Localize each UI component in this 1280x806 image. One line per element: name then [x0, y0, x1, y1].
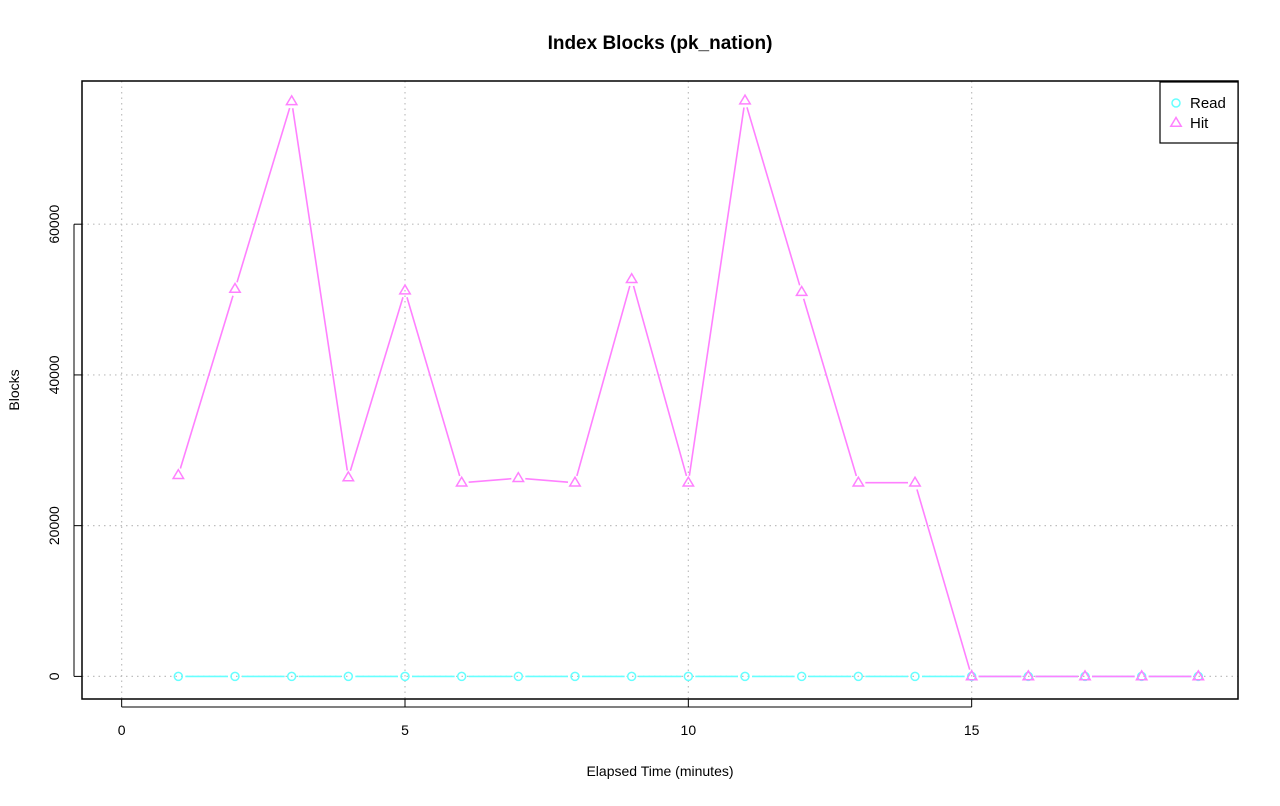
- series-read-point: [626, 671, 637, 682]
- x-tick-label: 15: [964, 722, 980, 738]
- y-axis: 0 20000 40000 60000: [46, 205, 82, 680]
- series-read-point: [286, 671, 297, 682]
- series-hit-segment: [525, 477, 569, 483]
- series-hit-point: [1135, 669, 1149, 681]
- series-read-point: [740, 671, 750, 682]
- x-tick-label: 0: [118, 722, 126, 738]
- series-hit-point: [341, 470, 355, 482]
- series-hit-point: [681, 475, 695, 487]
- y-tick-label: 20000: [46, 506, 62, 545]
- series-read-point: [683, 671, 694, 682]
- y-tick-label: 60000: [46, 205, 62, 244]
- series-layer: [171, 93, 1205, 682]
- series-hit-point: [171, 468, 185, 480]
- series-hit-segment: [406, 297, 461, 477]
- x-axis: 0 5 10 15: [118, 699, 980, 738]
- series-read-point: [570, 671, 580, 682]
- legend: Read Hit: [1159, 81, 1239, 144]
- series-read-point: [230, 671, 240, 682]
- series-hit-segment: [468, 477, 512, 483]
- series-hit-point: [398, 283, 412, 295]
- y-axis-label: Blocks: [6, 369, 22, 410]
- series-hit-segment: [349, 296, 404, 471]
- legend-entry-read: Read: [1190, 95, 1226, 112]
- legend-entry-hit: Hit: [1190, 115, 1209, 132]
- series-hit-segment: [746, 107, 801, 286]
- series-read-point: [796, 671, 807, 682]
- series-hit-point: [455, 475, 469, 487]
- y-tick-label: 0: [46, 672, 62, 680]
- plot-frame: [81, 80, 1239, 700]
- x-axis-label: Elapsed Time (minutes): [586, 763, 733, 779]
- series-hit-segment: [179, 295, 234, 469]
- legend-box: [1159, 81, 1239, 144]
- series-hit-point: [1078, 669, 1092, 681]
- legend-marker-read: [1171, 98, 1181, 108]
- series-read-point: [400, 671, 410, 682]
- series-read-point: [456, 671, 467, 682]
- series-hit-point: [285, 94, 299, 106]
- legend-marker-hit: [1169, 116, 1183, 128]
- series-hit: [171, 93, 1205, 681]
- series-hit-point: [851, 475, 865, 487]
- series-hit-point: [908, 475, 922, 487]
- series-read-point: [513, 671, 524, 682]
- series-hit-segment: [632, 285, 688, 477]
- series-hit-point: [738, 93, 752, 105]
- series-hit-point: [1191, 669, 1205, 681]
- series-hit-segment: [291, 108, 349, 471]
- series-hit-segment: [236, 107, 291, 283]
- series-hit-point: [965, 669, 979, 681]
- chart-title: Index Blocks (pk_nation): [548, 33, 773, 54]
- series-hit-point: [568, 475, 582, 487]
- series-hit-point: [1021, 669, 1035, 681]
- y-tick-label: 40000: [46, 355, 62, 394]
- x-tick-label: 5: [401, 722, 409, 738]
- series-hit-segment: [916, 489, 971, 670]
- series-hit-point: [625, 272, 639, 284]
- series-read-point: [173, 671, 184, 682]
- series-hit-point: [228, 282, 242, 294]
- series-read-point: [910, 671, 920, 682]
- series-hit-segment: [576, 285, 631, 477]
- x-tick-label: 10: [681, 722, 697, 738]
- series-hit-point: [511, 471, 525, 483]
- grid-lines: [82, 81, 1238, 699]
- series-read-point: [343, 671, 354, 682]
- series-hit-segment: [688, 107, 745, 476]
- series-hit-point: [795, 285, 809, 297]
- series-hit-segment: [802, 298, 858, 477]
- series-read-point: [853, 671, 864, 682]
